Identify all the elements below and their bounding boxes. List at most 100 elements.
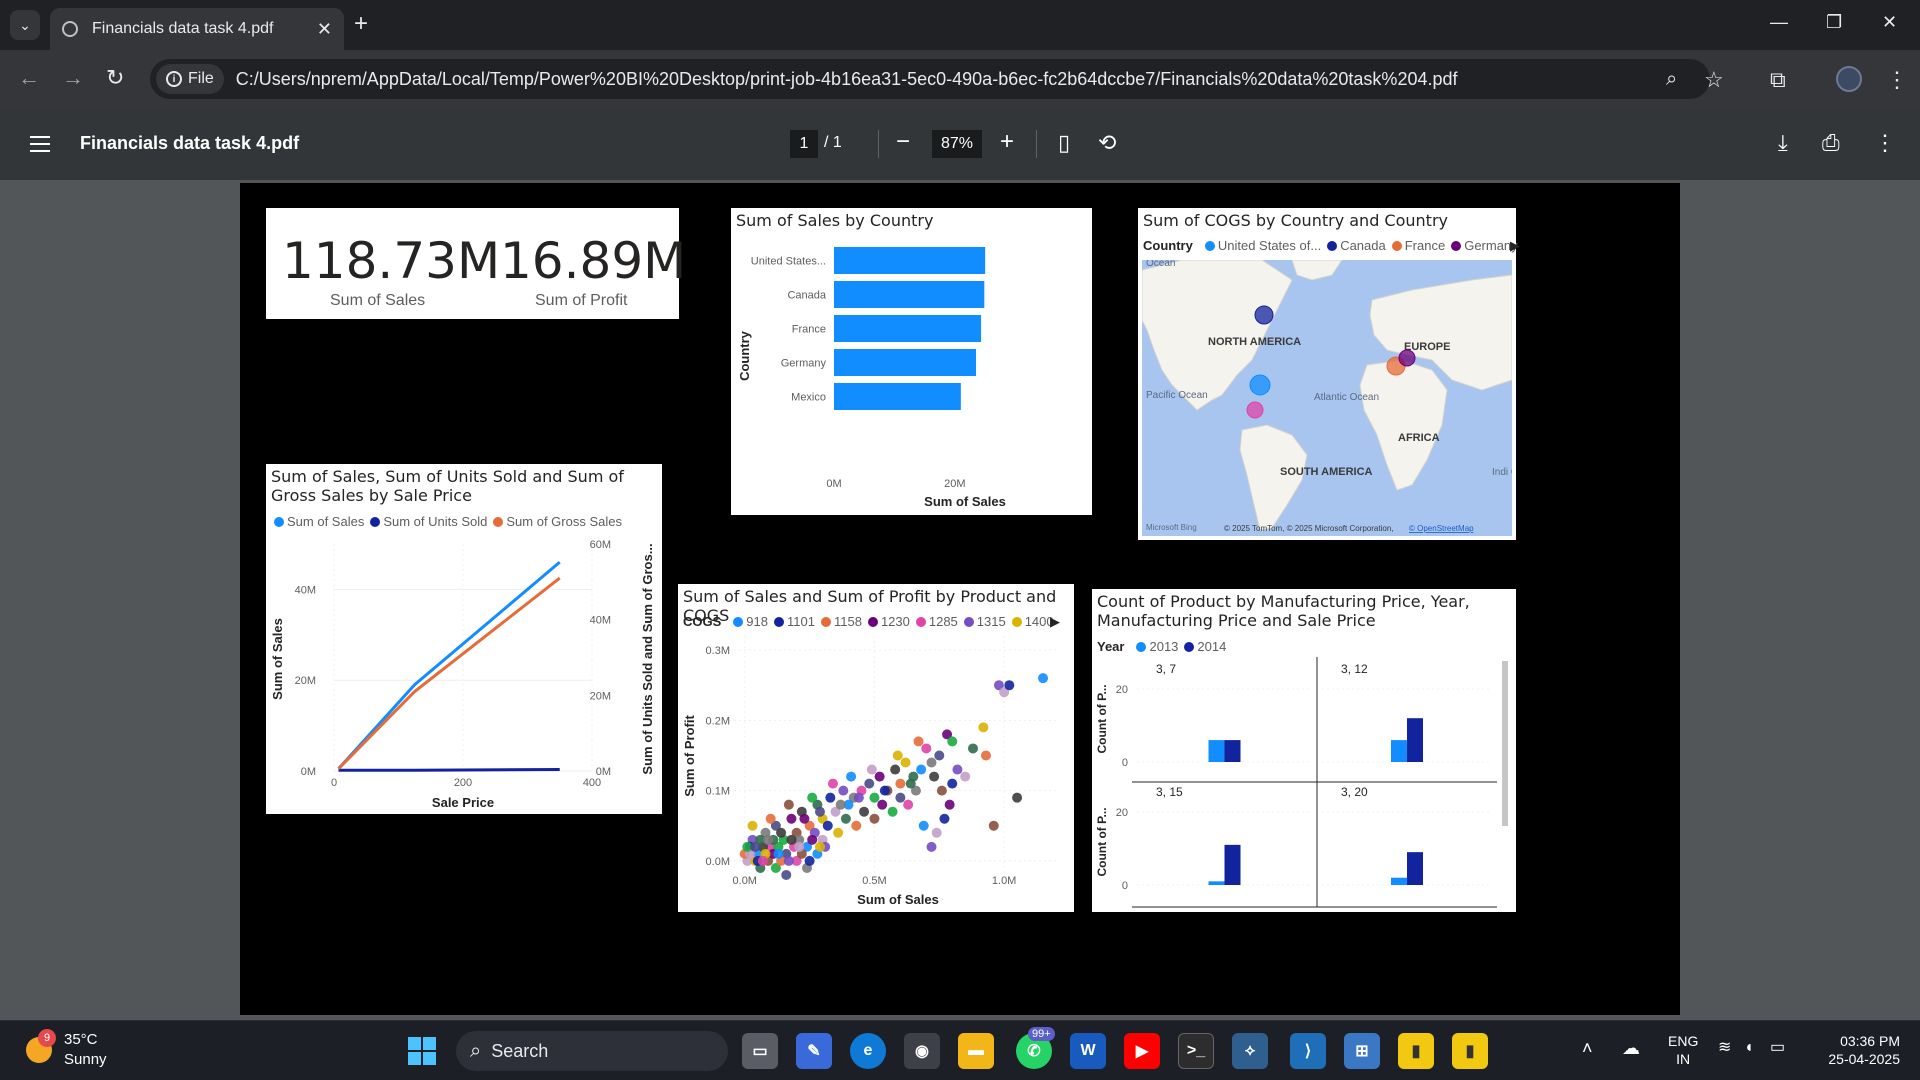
store-icon[interactable]: ⊞ xyxy=(1344,1033,1380,1069)
tray-overflow-chevron-icon[interactable]: ˄ xyxy=(1582,1038,1593,1058)
reload-icon[interactable]: ↻ xyxy=(106,65,125,90)
scatter-point xyxy=(825,792,836,803)
taskbar-search-box[interactable]: ⌕ Search xyxy=(456,1031,728,1071)
chrome-browser-icon[interactable]: ◉ xyxy=(904,1033,940,1069)
browser-menu-icon[interactable]: ⋮ xyxy=(1886,67,1908,92)
restore-icon[interactable]: ❐ xyxy=(1826,12,1843,32)
terminal-icon[interactable]: >_ xyxy=(1178,1033,1214,1069)
legend-entry[interactable]: 1400 xyxy=(1024,614,1054,629)
legend-entry[interactable]: 1285 xyxy=(928,614,958,629)
scatter-point xyxy=(968,743,978,754)
legend-entry[interactable]: United States of... xyxy=(1217,238,1322,253)
wifi-icon[interactable]: ≋ xyxy=(1718,1039,1732,1056)
tab-search-button[interactable]: ⌄ xyxy=(10,10,40,40)
sales-by-country-chart[interactable]: Sum of Sales by Country Country Sum of S… xyxy=(731,208,1092,515)
task-view-icon[interactable]: ▭ xyxy=(742,1033,778,1069)
search-icon: ⌕ xyxy=(470,1039,482,1062)
scatter-point xyxy=(918,820,929,831)
youtube-icon[interactable]: ▶ xyxy=(1124,1033,1160,1069)
start-windows-icon[interactable] xyxy=(404,1033,440,1069)
zoom-level-input[interactable]: 87% xyxy=(932,130,982,158)
scatter-point xyxy=(887,806,898,817)
page-number-input[interactable]: 1 xyxy=(790,130,818,158)
bookmark-star-icon[interactable]: ☆ xyxy=(1704,67,1724,92)
map-bubble-canada[interactable] xyxy=(1254,305,1274,325)
legend-entry[interactable]: Canada xyxy=(1340,238,1386,253)
legend-entry[interactable]: Sum of Sales xyxy=(287,514,365,529)
legend-entry[interactable]: Sum of Gross Sales xyxy=(506,514,622,529)
legend-entry[interactable]: 2014 xyxy=(1197,639,1227,654)
zoom-magnifier-icon[interactable]: ⌕ xyxy=(1666,68,1678,90)
map-bubble-united-states[interactable] xyxy=(1249,374,1271,396)
scatter-point xyxy=(830,806,841,817)
count-product-small-multiples[interactable]: Count of Product by Manufacturing Price,… xyxy=(1092,589,1516,912)
clock[interactable]: 03:36 PM 25-04-2025 xyxy=(1814,1032,1900,1068)
map-bubble-mexico[interactable] xyxy=(1246,401,1264,419)
legend-entry[interactable]: 918 xyxy=(746,614,768,629)
file-explorer-icon[interactable]: ▬ xyxy=(958,1033,994,1069)
vscode-icon[interactable]: ⟩ xyxy=(1290,1033,1326,1069)
onedrive-cloud-icon[interactable]: ☁ xyxy=(1622,1038,1640,1058)
weather-temp[interactable]: 35°C xyxy=(64,1031,98,1048)
word-icon[interactable]: W xyxy=(1070,1033,1106,1069)
legend-entry[interactable]: Germany xyxy=(1464,238,1518,253)
sales-units-gross-line-chart[interactable]: Sum of Sales, Sum of Units Sold and Sum … xyxy=(266,464,662,814)
rotate-icon[interactable]: ⟲ xyxy=(1098,130,1117,155)
omnibox[interactable]: i File C:/Users/nprem/AppData/Local/Temp/… xyxy=(150,59,1710,99)
kpi-sales-label: Sum of Sales xyxy=(330,292,426,309)
legend-entry[interactable]: 1101 xyxy=(787,614,815,629)
fit-page-icon[interactable]: ▯ xyxy=(1058,130,1071,155)
legend-entry[interactable]: 1315 xyxy=(976,614,1006,629)
scatter-point xyxy=(1004,680,1015,691)
site-info-chip[interactable]: i File xyxy=(156,64,224,94)
zoom-in-button[interactable]: + xyxy=(1000,128,1015,155)
legend-entry[interactable]: 1230 xyxy=(880,614,910,629)
legend-entry[interactable]: Sum of Units Sold xyxy=(383,514,488,529)
volume-icon[interactable]: ◖ xyxy=(1744,1039,1754,1056)
legend-title: Country xyxy=(1143,238,1193,253)
powerbi-icon[interactable]: ▮ xyxy=(1398,1033,1434,1069)
download-icon[interactable]: ⤓ xyxy=(1778,130,1788,155)
kpi-sales-value: 118.73M xyxy=(282,232,501,290)
browser-tab[interactable]: Financials data task 4.pdf ✕ xyxy=(50,8,344,50)
more-actions-icon[interactable]: ⋮ xyxy=(1874,130,1896,155)
legend-next-icon[interactable]: ▶ xyxy=(1510,238,1520,253)
powerbi-desktop-icon[interactable]: ▮ xyxy=(1452,1033,1488,1069)
legend-next-icon[interactable]: ▶ xyxy=(1050,614,1060,629)
map-svg[interactable]: NORTH AMERICA EUROPE SOUTH AMERICA AFRIC… xyxy=(1142,260,1512,536)
url-text[interactable]: C:/Users/nprem/AppData/Local/Temp/Power%… xyxy=(235,68,1458,89)
map-bubble-germany[interactable] xyxy=(1398,349,1416,367)
scatter-point xyxy=(877,799,888,810)
battery-icon[interactable]: ▭ xyxy=(1770,1039,1786,1056)
line-legend: Sum of Sales Sum of Units Sold Sum of Gros… xyxy=(268,514,622,529)
weather-condition[interactable]: Sunny xyxy=(64,1051,107,1068)
browser-tab-strip: ⌄ Financials data task 4.pdf ✕ + — ❐ ✕ xyxy=(0,0,1920,50)
close-window-icon[interactable]: ✕ xyxy=(1882,12,1898,32)
edge-browser-icon[interactable]: e xyxy=(850,1033,886,1069)
back-icon[interactable]: ← xyxy=(18,65,40,90)
legend-marker xyxy=(1451,240,1462,251)
extensions-icon[interactable]: ⧉ xyxy=(1770,67,1786,92)
language-indicator[interactable]: ENG IN xyxy=(1668,1032,1698,1068)
toolbar-divider xyxy=(878,130,879,158)
profile-avatar[interactable] xyxy=(1836,66,1862,92)
editor-app-icon[interactable]: ⟡ xyxy=(1232,1033,1268,1069)
scatter-point xyxy=(866,764,877,775)
sales-profit-scatter-chart[interactable]: Sum of Sales and Sum of Profit by Produc… xyxy=(678,584,1074,912)
legend-entry[interactable]: 2013 xyxy=(1149,639,1179,654)
new-tab-button[interactable]: + xyxy=(354,10,369,37)
minimize-icon[interactable]: — xyxy=(1770,12,1788,32)
legend-entry[interactable]: 1158 xyxy=(833,614,862,629)
forward-icon[interactable]: → xyxy=(62,65,84,90)
close-tab-icon[interactable]: ✕ xyxy=(316,18,332,39)
cogs-map-card[interactable]: Sum of COGS by Country and Country Count… xyxy=(1138,208,1520,540)
scatter-point xyxy=(770,820,781,831)
print-icon[interactable]: ⎙ xyxy=(1822,130,1840,155)
file-app-icon[interactable]: ✎ xyxy=(796,1033,832,1069)
scatter-point xyxy=(869,813,880,824)
scatter-point xyxy=(947,736,958,747)
zoom-out-button[interactable]: − xyxy=(896,128,911,155)
hamburger-menu-icon[interactable] xyxy=(30,136,50,152)
legend-entry[interactable]: France xyxy=(1404,238,1446,253)
scrollbar-thumb[interactable] xyxy=(1502,661,1508,826)
